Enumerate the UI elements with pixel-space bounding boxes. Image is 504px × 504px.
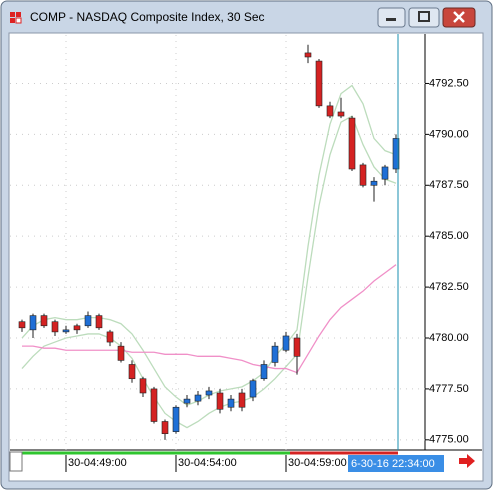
candle-body [18,321,26,329]
candle-body [29,315,37,331]
crosshair-label-bg [348,455,444,472]
candle-body [139,378,147,394]
overlay-line [21,115,397,429]
candle-body [183,398,191,404]
close-button[interactable] [442,7,476,28]
candle-body [216,392,224,410]
y-tick-label: 4790.00 [429,128,469,140]
candle-body [238,392,246,408]
candle-body [117,345,125,361]
candle-body [150,388,158,422]
candle-body [370,180,378,186]
candle-body [62,329,70,333]
candle-body [161,421,169,435]
candle-body [205,390,213,396]
x-tick-label: 30-04:54:00 [178,457,237,469]
overlay-line [22,264,397,374]
y-tick-label: 4782.50 [429,281,469,293]
y-tick-label: 4785.00 [429,230,469,242]
y-tick-label: 4792.50 [429,77,469,89]
candle-body [95,315,103,329]
candle-body [326,105,334,117]
candle-body [337,111,345,117]
candle-body [359,164,367,186]
candle-body [194,394,202,402]
window-title: COMP - NASDAQ Composite Index, 30 Sec [30,10,265,24]
scroll-right-arrow[interactable] [459,454,475,468]
y-tick-label: 4775.00 [429,434,469,446]
candle-body [260,364,268,380]
candle-body [227,398,235,408]
x-tick-label: 30-04:49:00 [68,457,127,469]
candle-body [172,406,180,432]
candle-body [73,325,81,331]
scroll-box[interactable] [9,451,23,472]
candle-body [51,321,59,333]
candle-body [304,52,312,58]
candle-body [249,380,257,398]
candle-body [315,60,323,107]
app-icon [10,12,22,24]
candle-body [282,335,290,351]
minimize-button[interactable] [377,7,406,28]
maximize-button[interactable] [408,7,440,28]
candle-body [106,331,114,343]
candle-body [293,337,301,357]
y-tick-label: 4787.50 [429,179,469,191]
candle-body [84,315,92,327]
candle-body [381,166,389,180]
y-tick-label: 4777.50 [429,383,469,395]
crosshair-label: 6-30-16 22:34:00 [351,458,435,470]
candle-body [348,117,356,170]
x-tick-label: 30-04:59:00 [288,457,347,469]
candle-body [392,138,400,170]
candle-body [271,345,279,363]
candle-body [128,364,136,380]
candle-body [40,315,48,327]
client-area [8,32,484,482]
y-tick-label: 4780.00 [429,332,469,344]
